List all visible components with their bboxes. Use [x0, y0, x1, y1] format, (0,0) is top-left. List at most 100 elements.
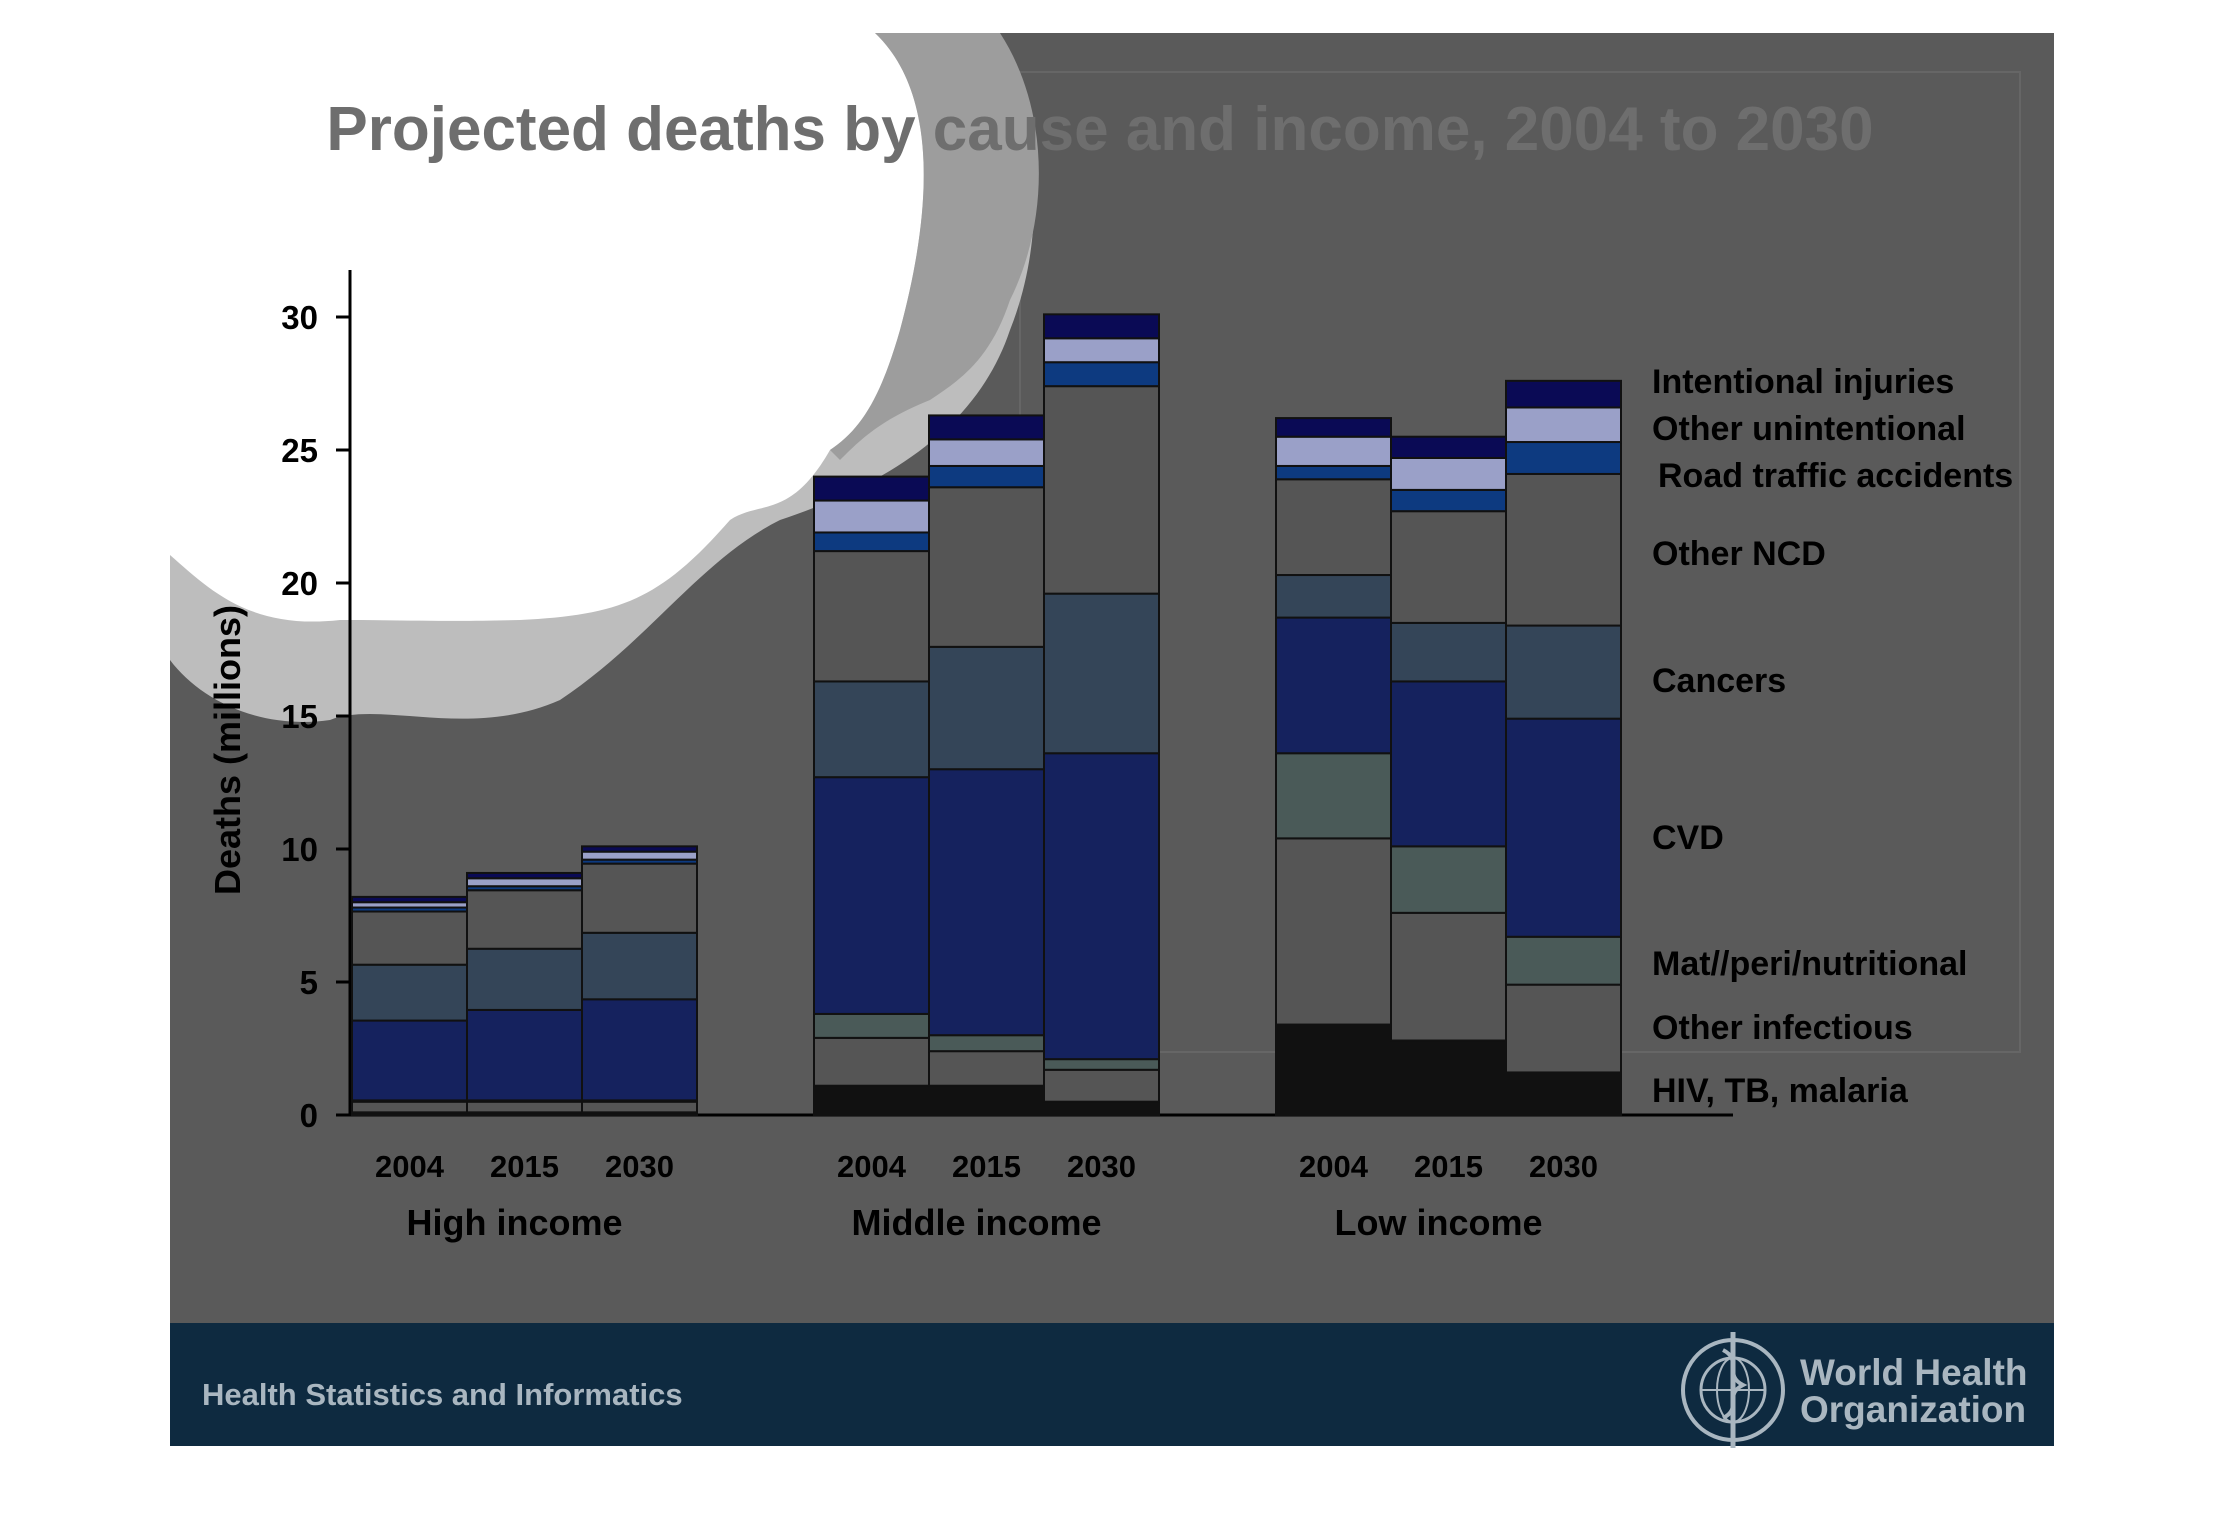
bar-segment	[1505, 935, 1622, 986]
bar-segment	[928, 438, 1045, 467]
x-tick-label: 2030	[605, 1149, 674, 1184]
bar-segment	[466, 1100, 583, 1114]
bar-segment	[813, 680, 930, 779]
bar-segment	[928, 1084, 1045, 1116]
x-tick-label: 2015	[1414, 1149, 1483, 1184]
bar-segment	[1275, 1023, 1392, 1117]
bar-segment	[1505, 472, 1622, 627]
bar-segment	[1505, 717, 1622, 938]
bar-segment	[1275, 752, 1392, 840]
bar-segment	[1275, 464, 1392, 481]
bar-segment	[351, 895, 468, 904]
who-logo-icon	[1681, 1332, 1785, 1448]
bar-segment	[813, 776, 930, 1015]
legend-label: Intentional injuries	[1652, 363, 1954, 401]
logo-text-line1: World Health	[1800, 1352, 2028, 1393]
bar-segment	[1043, 337, 1160, 364]
bar-segment	[581, 845, 698, 853]
bar-segment	[1505, 1071, 1622, 1116]
bar-segment	[1505, 983, 1622, 1074]
bar-segment	[928, 486, 1045, 648]
y-axis-label: Deaths (millions)	[207, 605, 248, 895]
bar-segment	[351, 1100, 468, 1114]
bar-segment	[1505, 624, 1622, 720]
bar-segment	[1275, 837, 1392, 1026]
bar-segment	[1275, 435, 1392, 467]
bar-segment	[1505, 406, 1622, 444]
logo-text-line2: Organization	[1800, 1389, 2026, 1430]
x-tick-label: 2015	[952, 1149, 1021, 1184]
legend-label: Other unintentional	[1652, 410, 1966, 448]
legend-label: Other NCD	[1652, 535, 1826, 573]
bar-segment	[928, 414, 1045, 441]
x-tick-label: 2030	[1529, 1149, 1598, 1184]
bar-segment	[813, 499, 930, 534]
bar-segment	[351, 910, 468, 966]
bar-segment	[1043, 385, 1160, 595]
group-label: High income	[406, 1202, 622, 1243]
chart: 0 5 10 15 20 25 30 2004 2015 2030 2004 2015 2030 2004…	[281, 270, 2013, 1243]
bar-segment	[1390, 456, 1507, 491]
bar-segment	[351, 1019, 468, 1102]
bar-segment	[581, 931, 698, 1001]
bar-segment	[1275, 417, 1392, 438]
x-tick-label: 2004	[837, 1149, 907, 1184]
bar-segment	[813, 550, 930, 683]
bar-segment	[928, 645, 1045, 771]
bar-segment	[1390, 621, 1507, 683]
legend-label: Other infectious	[1652, 1009, 1913, 1047]
bar-segment	[928, 464, 1045, 489]
bar-segment	[1043, 752, 1160, 1061]
bar-segment	[466, 871, 583, 880]
bar-segment	[813, 1084, 930, 1116]
bar-segment	[1043, 1058, 1160, 1071]
bar-segment	[581, 850, 698, 861]
bar-segment	[1043, 592, 1160, 755]
bar-segment	[813, 1036, 930, 1087]
bar-segment	[581, 1100, 698, 1114]
chart-title: Projected deaths by cause and income, 20…	[326, 95, 1873, 164]
bar-segment	[466, 877, 583, 888]
group-label: Low income	[1334, 1202, 1542, 1243]
bar-segment	[1390, 435, 1507, 459]
legend-label: CVD	[1652, 819, 1724, 857]
bar-segment	[1505, 379, 1622, 409]
bar-segment	[1043, 1100, 1160, 1116]
y-tick-label: 15	[281, 698, 318, 735]
bar-segment	[1043, 313, 1160, 340]
y-tick-label: 5	[300, 964, 318, 1001]
y-tick-label: 10	[281, 831, 318, 868]
x-tick-label: 2030	[1067, 1149, 1136, 1184]
bar-segment	[466, 889, 583, 950]
legend-label: Cancers	[1652, 662, 1786, 700]
legend-label: Road traffic accidents	[1658, 457, 2013, 495]
bar-segment	[1275, 478, 1392, 577]
decorative-swoosh-mid	[830, 33, 1039, 460]
bar-segment	[1390, 911, 1507, 1042]
bar-segment	[351, 963, 468, 1022]
bar-segment	[1043, 361, 1160, 388]
bar-segment	[813, 475, 930, 502]
y-tick-label: 20	[281, 565, 318, 602]
bar-segment	[1505, 441, 1622, 475]
bar-segment	[1390, 680, 1507, 848]
bar-segment	[1390, 845, 1507, 914]
bar-segment	[1390, 510, 1507, 624]
bar-segment	[928, 1034, 1045, 1053]
x-tick-label: 2015	[490, 1149, 559, 1184]
legend-label: Mat//peri/nutritional	[1652, 945, 1967, 983]
bar-segment	[1275, 574, 1392, 619]
group-label: Middle income	[851, 1202, 1101, 1243]
x-tick-label: 2004	[1299, 1149, 1369, 1184]
bar-segment	[1043, 1068, 1160, 1103]
bar-segment	[581, 862, 698, 934]
footer-text: Health Statistics and Informatics	[202, 1377, 683, 1412]
bar-segment	[1390, 488, 1507, 513]
bar-segment	[813, 531, 930, 553]
bar-segment	[1275, 616, 1392, 755]
y-tick-label: 25	[281, 432, 318, 469]
decorative-swoosh-inner	[170, 33, 924, 622]
bar-segment	[581, 998, 698, 1102]
bar-segment	[928, 1050, 1045, 1087]
